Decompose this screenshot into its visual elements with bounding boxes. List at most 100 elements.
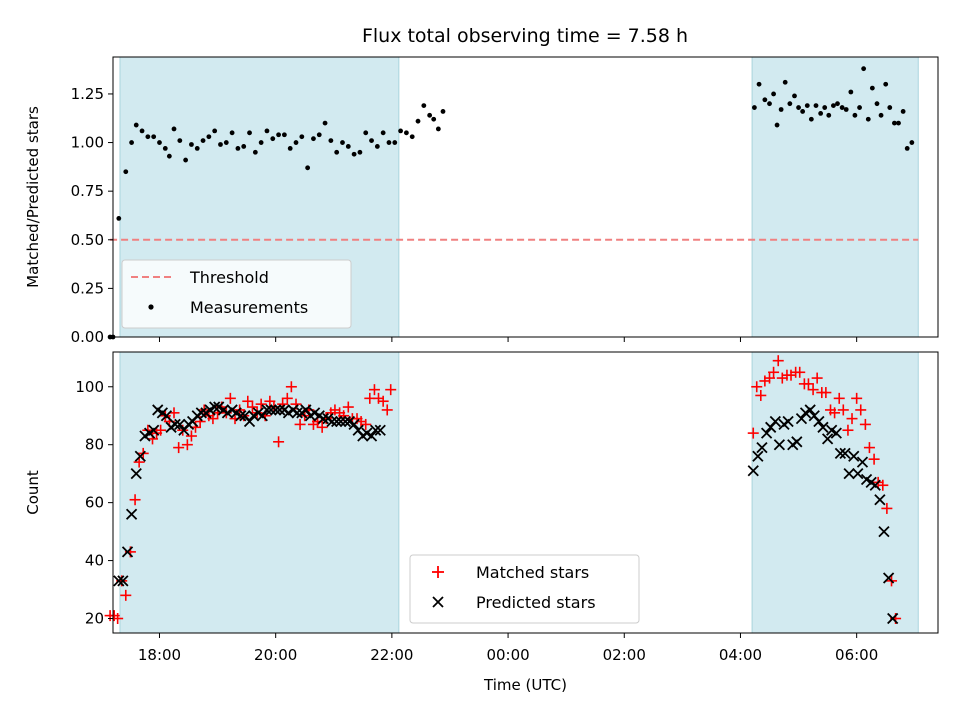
measurements-point [909,140,915,145]
predicted-stars-point [795,412,808,425]
measurements-point [264,128,270,134]
measurements-point [123,169,129,175]
measurements-point [822,105,828,110]
predicted-stars-point [804,404,816,416]
predicted-stars-point [882,572,895,584]
measurements-point [157,140,162,145]
matched-legend-marker [432,566,444,578]
measurements-point [247,130,252,136]
matched-stars-point [181,439,193,451]
matched-stars-point [155,424,167,436]
matched-stars-point [833,392,845,404]
measurements-point [363,130,369,136]
measurements-point [380,130,386,136]
measurements-point [848,89,854,95]
measurements-point [800,109,806,114]
x-tick-label: 22:00 [370,646,413,664]
measurements-point [281,132,287,138]
measurements-point [752,105,757,110]
measurements-legend-label: Measurements [190,298,308,317]
matched-stars-point [112,613,124,625]
predicted-stars-point [830,427,842,439]
measurements-point [892,120,897,126]
measurements-point [340,140,345,145]
measurements-point [787,101,793,107]
matched-stars-point [360,418,372,430]
measurements-point [133,122,139,128]
measurements-point [835,101,840,107]
matched-stars-point [368,384,380,396]
matched-stars-point [246,401,258,413]
matched-stars-point [764,372,776,384]
measurements-point [887,105,893,110]
matched-stars-point [877,479,889,491]
predicted-stars-point [335,415,347,428]
matched-stars-point [851,392,863,404]
matched-stars-point [377,395,389,407]
figure-title: Flux total observing time = 7.58 h [362,25,688,47]
measurements-point [861,66,867,72]
y-tick-label: 60 [85,494,104,512]
matched-stars-point [273,436,285,448]
measurements-point [276,132,281,138]
y-axis-label: Matched/Predicted stars [24,106,42,288]
measurements-point [427,112,433,118]
measurements-point [804,103,810,109]
matched-stars-point [768,366,780,378]
y-axis-label: Count [24,470,42,515]
y-tick-label: 20 [85,610,104,628]
count-panel: 20 40 60 80 100 18:00 20:00 22:00 00:00 02:00 04:0… [24,351,939,694]
predicted-stars-point [117,575,129,587]
measurements-point [857,105,862,110]
measurements-point [200,138,206,144]
matched-stars-point [120,589,132,601]
measurements-point [440,109,446,114]
matched-stars-point [802,378,814,390]
measurements-point [166,153,172,159]
measurements-point [206,134,212,140]
measurements-point [904,145,910,151]
y-tick-label: 0.75 [71,182,104,200]
predicted-stars-point [747,465,759,477]
measurements-point [129,140,134,145]
predicted-stars-point [317,412,329,425]
measurements-point [252,149,258,155]
predicted-stars-point [339,415,352,428]
measurements-point [839,105,845,110]
y-tick-label: 1.25 [71,85,104,103]
predicted-stars-point [365,430,378,442]
matched-stars-point [342,401,354,413]
y-tick-label: 1.00 [71,134,104,152]
measurements-point [865,116,871,122]
y-tick-label: 100 [75,378,104,396]
measurements-point [311,136,316,142]
predicted-stars-point [769,415,781,428]
predicted-stars-point [848,450,860,462]
predicted-stars-point [113,575,125,587]
axes-frame [112,56,939,338]
matched-stars-point [855,404,867,416]
y-tick-label: 0.00 [71,328,104,346]
measurements-point [874,101,880,107]
predicted-stars-point [817,421,829,433]
measurements-point [403,130,409,136]
measurements-point [334,149,340,155]
predicted-stars-point [869,479,881,491]
measurements-point [328,138,334,144]
axes-frame [112,351,939,634]
measurements-point [392,140,398,145]
predicted-stars-point [813,415,825,428]
matched-stars-point [772,355,784,367]
observing-window-1 [751,56,919,338]
matched-stars-point [837,404,849,416]
measurements-point [162,145,168,151]
predicted-stars-point [261,404,273,416]
measurements-point [345,144,351,149]
ratio-panel: 0.00 0.25 0.50 0.75 1.00 1.25 Matched/Predicte… [24,56,939,346]
measurements-point [831,103,836,109]
predicted-stars-point [791,436,803,448]
measurements-point [212,128,218,134]
measurements-point [305,165,311,171]
x-tick-label: 04:00 [719,646,762,664]
